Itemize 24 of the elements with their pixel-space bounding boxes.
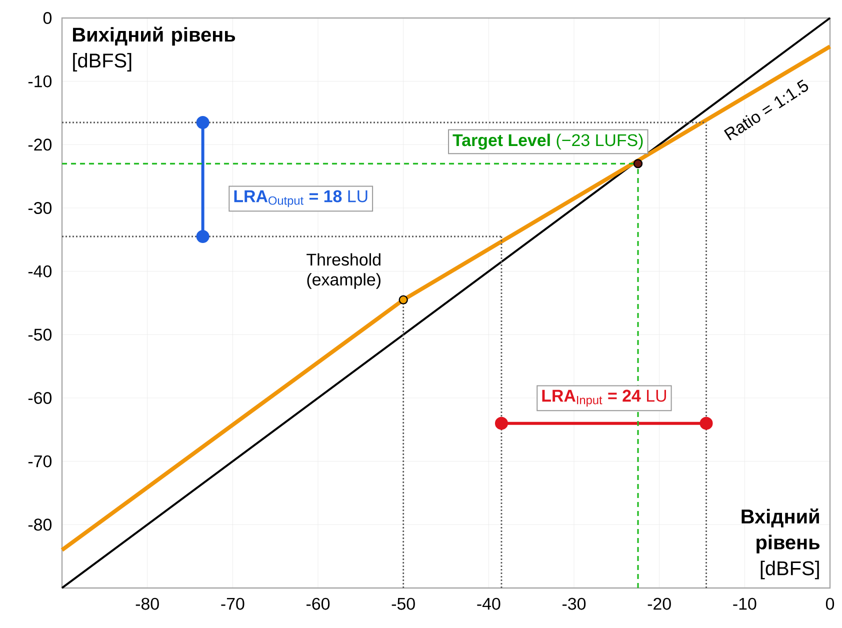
x-tick-label: -20	[648, 598, 671, 610]
annotation: Target Level (−23 LUFS)	[452, 134, 643, 150]
x-tick-label: -10	[733, 598, 756, 610]
y-tick-label: -80	[28, 518, 52, 531]
x-tick-label: -50	[392, 598, 415, 610]
x-axis-title: Вхідний рівень [dBFS]	[742, 508, 820, 580]
y-tick-label: -10	[28, 75, 52, 88]
x-tick-label: -30	[562, 598, 586, 610]
x-tick-label: -40	[477, 598, 500, 610]
x-tick-label: -60	[306, 598, 330, 610]
y-tick-label: -50	[28, 328, 52, 341]
annotation: Threshold (example)	[306, 253, 380, 289]
y-tick-label: -60	[28, 392, 52, 404]
y-tick-label: 0	[43, 12, 52, 24]
x-tick-label: -70	[221, 598, 244, 610]
y-tick-label: -20	[28, 138, 52, 151]
x-tick-label: 0	[826, 598, 834, 610]
annotation: LRA$_{Output}$ = 18 LU	[234, 190, 368, 208]
annotation: LRA$_{Input}$ = 24 LU	[542, 390, 666, 407]
x-tick-label: -80	[136, 598, 159, 610]
y-tick-label: -70	[28, 455, 52, 468]
y-axis-title: Вихідний рівень [dBFS]	[73, 26, 236, 72]
y-tick-label: -30	[28, 202, 52, 214]
y-tick-label: -40	[28, 265, 52, 278]
